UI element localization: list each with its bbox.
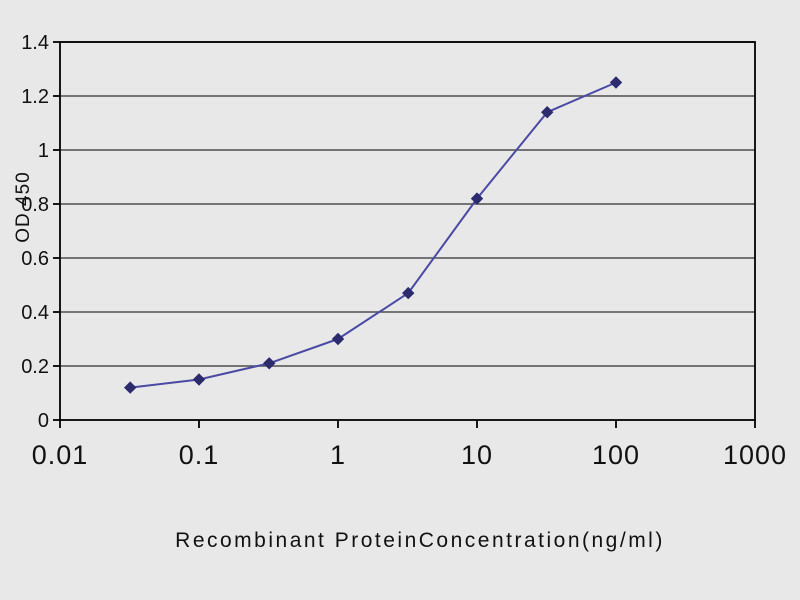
data-point-marker xyxy=(402,286,415,300)
data-point-marker xyxy=(470,192,484,205)
y-axis-title: OD 450 xyxy=(13,171,34,243)
data-point-marker xyxy=(331,332,345,346)
x-tick-label: 0.01 xyxy=(32,440,89,470)
x-tick-label: 0.1 xyxy=(179,440,220,470)
y-tick-label: 0.6 xyxy=(21,248,49,270)
y-tick-label: 1.2 xyxy=(21,86,49,108)
x-tick-label: 1 xyxy=(330,440,346,470)
data-point-marker xyxy=(541,105,554,119)
plot-border xyxy=(59,41,756,421)
x-tick-label: 1000 xyxy=(723,440,787,470)
data-point-marker xyxy=(263,357,276,370)
x-tick-label: 100 xyxy=(592,440,640,470)
y-tick-label: 0 xyxy=(38,410,49,432)
y-tick-label: 0.8 xyxy=(21,194,49,216)
data-point-marker xyxy=(609,76,623,89)
y-tick-label: 0.4 xyxy=(21,302,49,324)
y-tick-label: 0.2 xyxy=(21,356,49,378)
series-line xyxy=(130,81,617,389)
x-axis-title: Recombinant ProteinConcentration(ng/ml) xyxy=(175,529,665,552)
data-point-marker xyxy=(124,381,137,394)
data-point-marker xyxy=(192,373,206,386)
x-tick-label: 10 xyxy=(461,440,493,470)
y-tick-label: 1.4 xyxy=(21,32,49,54)
y-tick-label: 1 xyxy=(38,140,49,162)
